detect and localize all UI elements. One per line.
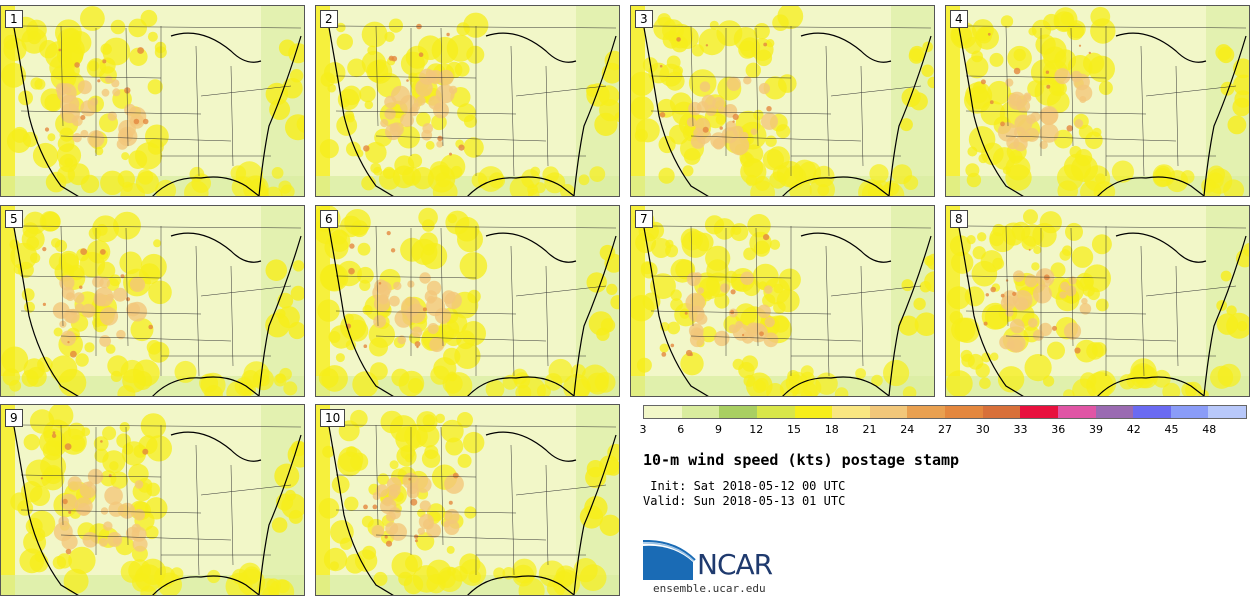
postage-stamp-panel: 7 <box>630 205 935 397</box>
member-label: 2 <box>320 10 338 28</box>
colorbar-tick-label: 9 <box>715 423 722 436</box>
colorbar-segment <box>832 406 870 418</box>
wind-speed-map <box>316 6 619 196</box>
member-label: 8 <box>950 210 968 228</box>
colorbar-tick-label: 48 <box>1202 423 1217 436</box>
colorbar-segment <box>756 406 795 418</box>
colorbar-segment <box>1208 406 1246 418</box>
member-label: 4 <box>950 10 968 28</box>
colorbar-tick-label: 21 <box>862 423 877 436</box>
colorbar-tick-label: 42 <box>1126 423 1141 436</box>
colorbar-tick-label: 24 <box>900 423 915 436</box>
site-url: ensemble.ucar.edu <box>653 582 766 595</box>
colorbar-tick-label: 15 <box>787 423 801 436</box>
colorbar-tick-label: 3 <box>639 423 647 436</box>
postage-stamp-panel: 6 <box>315 205 620 397</box>
wind-speed-map <box>946 6 1249 196</box>
wind-speed-map <box>1 6 304 196</box>
member-label: 9 <box>5 409 23 427</box>
colorbar-segment <box>1170 406 1209 418</box>
ncar-logo-text: NCAR <box>697 548 773 581</box>
postage-stamp-panel: 8 <box>945 205 1250 397</box>
ncar-logo-icon <box>643 540 696 580</box>
postage-stamp-panel: 9 <box>0 404 305 596</box>
colorbar-tick-label: 12 <box>749 423 764 436</box>
member-label: 3 <box>635 10 653 28</box>
colorbar-segment <box>869 406 908 418</box>
wind-speed-map <box>1 405 304 595</box>
member-label: 10 <box>320 409 346 427</box>
colorbar-segment <box>794 406 833 418</box>
colorbar-segment <box>644 406 682 418</box>
init-time: Init: Sat 2018-05-12 00 UTC <box>643 479 846 493</box>
member-label: 1 <box>5 10 23 28</box>
chart-title: 10-m wind speed (kts) postage stamp <box>643 451 960 469</box>
postage-stamp-panel: 3 <box>630 5 935 197</box>
colorbar-tick-label: 36 <box>1051 423 1066 436</box>
colorbar-tick-label: 27 <box>938 423 952 436</box>
postage-stamp-panel: 10 <box>315 404 620 596</box>
colorbar-segment <box>681 406 720 418</box>
wind-speed-colorbar <box>643 405 1247 419</box>
colorbar-segment <box>719 406 757 418</box>
colorbar-segment <box>1057 406 1096 418</box>
colorbar-tick-label: 45 <box>1164 423 1179 436</box>
colorbar-ticks: 3 6 9 12 15 18 21 24 27 30 33 36 39 42 45 48 <box>639 423 1247 437</box>
wind-speed-map <box>316 206 619 396</box>
wind-speed-map <box>1 206 304 396</box>
colorbar-tick-label: 6 <box>677 423 685 436</box>
colorbar-tick-label: 30 <box>975 423 990 436</box>
wind-speed-map <box>316 405 619 595</box>
wind-speed-map <box>631 6 934 196</box>
postage-stamp-panel: 4 <box>945 5 1250 197</box>
wind-speed-map <box>946 206 1249 396</box>
colorbar-tick-label: 33 <box>1013 423 1028 436</box>
member-label: 7 <box>635 210 653 228</box>
colorbar-segment <box>907 406 945 418</box>
colorbar-tick-label: 39 <box>1089 423 1103 436</box>
colorbar-segment <box>1095 406 1134 418</box>
colorbar-segment <box>982 406 1021 418</box>
member-label: 6 <box>320 210 338 228</box>
valid-time: Valid: Sun 2018-05-13 01 UTC <box>643 494 846 508</box>
postage-stamp-panel: 1 <box>0 5 305 197</box>
member-label: 5 <box>5 210 23 228</box>
colorbar-segment <box>1020 406 1058 418</box>
colorbar-segment <box>945 406 983 418</box>
postage-stamp-panel: 2 <box>315 5 620 197</box>
postage-stamp-panel: 5 <box>0 205 305 397</box>
colorbar-tick-label: 18 <box>824 423 839 436</box>
wind-speed-map <box>631 206 934 396</box>
colorbar-segment <box>1133 406 1171 418</box>
